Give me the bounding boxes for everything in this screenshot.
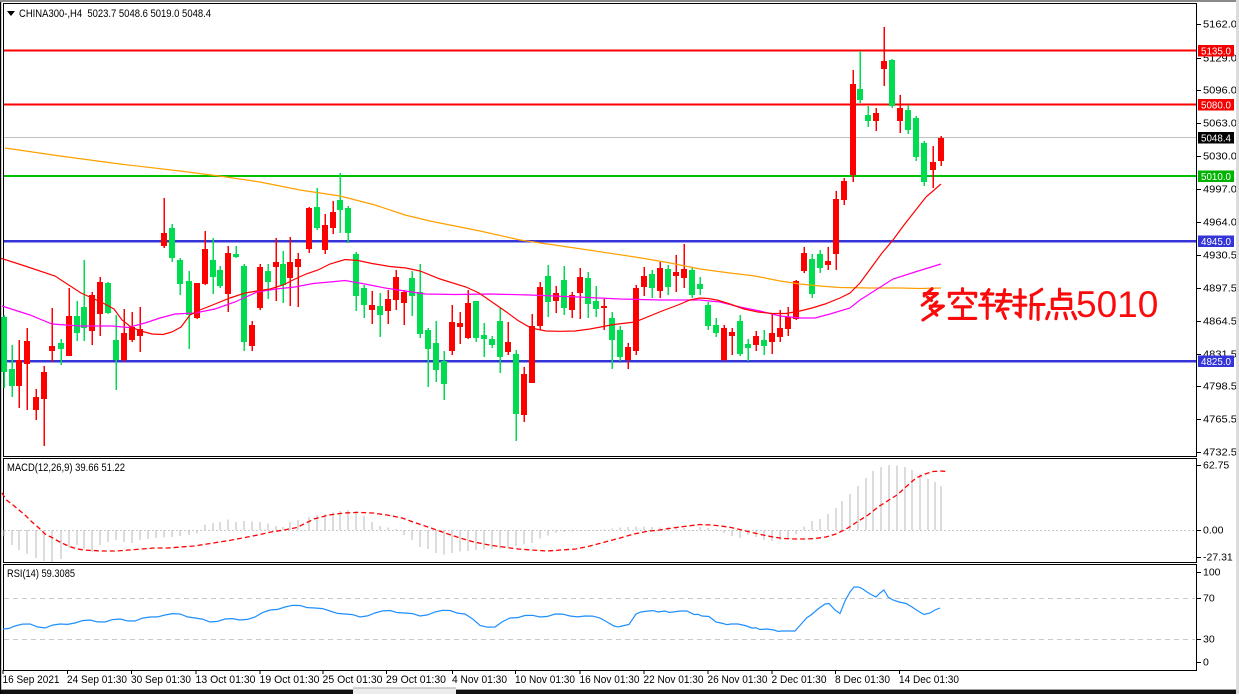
svg-text:2 Dec 01:30: 2 Dec 01:30 [772, 674, 827, 686]
svg-text:5096.0: 5096.0 [1203, 85, 1237, 97]
svg-text:4765.5: 4765.5 [1203, 414, 1237, 426]
svg-text:5030.0: 5030.0 [1203, 151, 1237, 163]
svg-text:5135.0: 5135.0 [1201, 46, 1231, 58]
svg-text:5162.0: 5162.0 [1203, 19, 1237, 31]
svg-text:4945.0: 4945.0 [1201, 236, 1231, 248]
svg-text:16 Sep 2021: 16 Sep 2021 [3, 674, 60, 686]
svg-text:19 Oct 01:30: 19 Oct 01:30 [260, 674, 320, 686]
svg-text:5048.4: 5048.4 [1201, 133, 1231, 145]
svg-text:CHINA300-,H4 5023.7 5048.6 50: CHINA300-,H4 5023.7 5048.6 5019.0 5048.4 [19, 8, 211, 20]
svg-text:5080.0: 5080.0 [1201, 100, 1231, 112]
svg-text:100: 100 [1203, 567, 1221, 579]
svg-text:25 Oct 01:30: 25 Oct 01:30 [323, 674, 383, 686]
svg-text:4732.5: 4732.5 [1203, 447, 1237, 459]
svg-text:16 Nov 01:30: 16 Nov 01:30 [580, 674, 640, 686]
svg-text:29 Oct 01:30: 29 Oct 01:30 [386, 674, 446, 686]
svg-text:4864.5: 4864.5 [1203, 316, 1237, 328]
svg-text:0.00: 0.00 [1203, 525, 1224, 537]
svg-text:-27.31: -27.31 [1203, 552, 1233, 564]
svg-text:30: 30 [1203, 634, 1215, 646]
svg-text:10 Nov 01:30: 10 Nov 01:30 [515, 674, 575, 686]
svg-text:30 Sep 01:30: 30 Sep 01:30 [131, 674, 191, 686]
svg-text:14 Dec 01:30: 14 Dec 01:30 [899, 674, 959, 686]
svg-text:4930.5: 4930.5 [1203, 250, 1237, 262]
svg-text:5063.0: 5063.0 [1203, 118, 1237, 130]
svg-text:70: 70 [1203, 593, 1215, 605]
svg-text:62.75: 62.75 [1203, 460, 1229, 472]
svg-text:MACD(12,26,9) 39.66 51.22: MACD(12,26,9) 39.66 51.22 [7, 462, 125, 474]
svg-text:4997.0: 4997.0 [1203, 184, 1237, 196]
svg-text:5010: 5010 [1076, 284, 1158, 325]
svg-text:0: 0 [1203, 657, 1209, 669]
svg-text:RSI(14) 59.3085: RSI(14) 59.3085 [7, 568, 75, 580]
svg-text:4897.5: 4897.5 [1203, 283, 1237, 295]
svg-text:5010.0: 5010.0 [1201, 171, 1231, 183]
svg-text:4964.0: 4964.0 [1203, 217, 1237, 229]
svg-text:4798.5: 4798.5 [1203, 381, 1237, 393]
svg-text:4 Nov 01:30: 4 Nov 01:30 [452, 674, 507, 686]
svg-text:24 Sep 01:30: 24 Sep 01:30 [67, 674, 127, 686]
svg-text:8 Dec 01:30: 8 Dec 01:30 [835, 674, 890, 686]
svg-text:26 Nov 01:30: 26 Nov 01:30 [708, 674, 768, 686]
svg-text:4825.0: 4825.0 [1201, 356, 1231, 368]
svg-text:13 Oct 01:30: 13 Oct 01:30 [196, 674, 256, 686]
svg-text:22 Nov 01:30: 22 Nov 01:30 [644, 674, 704, 686]
